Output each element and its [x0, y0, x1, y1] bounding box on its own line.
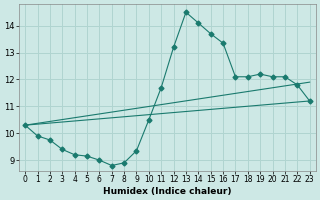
X-axis label: Humidex (Indice chaleur): Humidex (Indice chaleur): [103, 187, 232, 196]
